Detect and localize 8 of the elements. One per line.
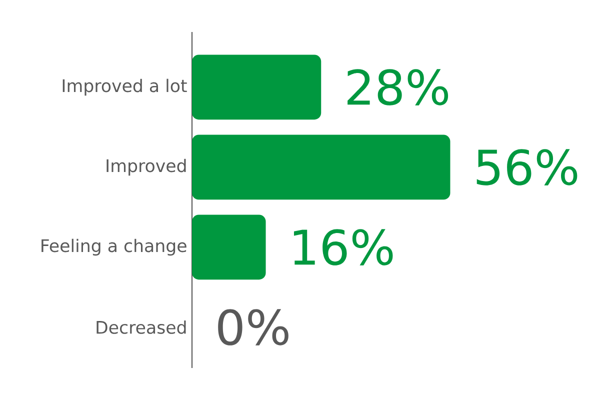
y-tick-label: Improved a lot: [62, 78, 187, 96]
data-label: 56%: [476, 149, 578, 186]
data-label: 28%: [348, 69, 448, 106]
data-label: 0%: [218, 309, 288, 346]
data-label: 16%: [294, 229, 393, 266]
y-tick-label: Improved: [106, 158, 186, 176]
y-tick-label: Decreased: [96, 320, 186, 334]
y-tick-label: Feeling a change: [42, 238, 186, 256]
